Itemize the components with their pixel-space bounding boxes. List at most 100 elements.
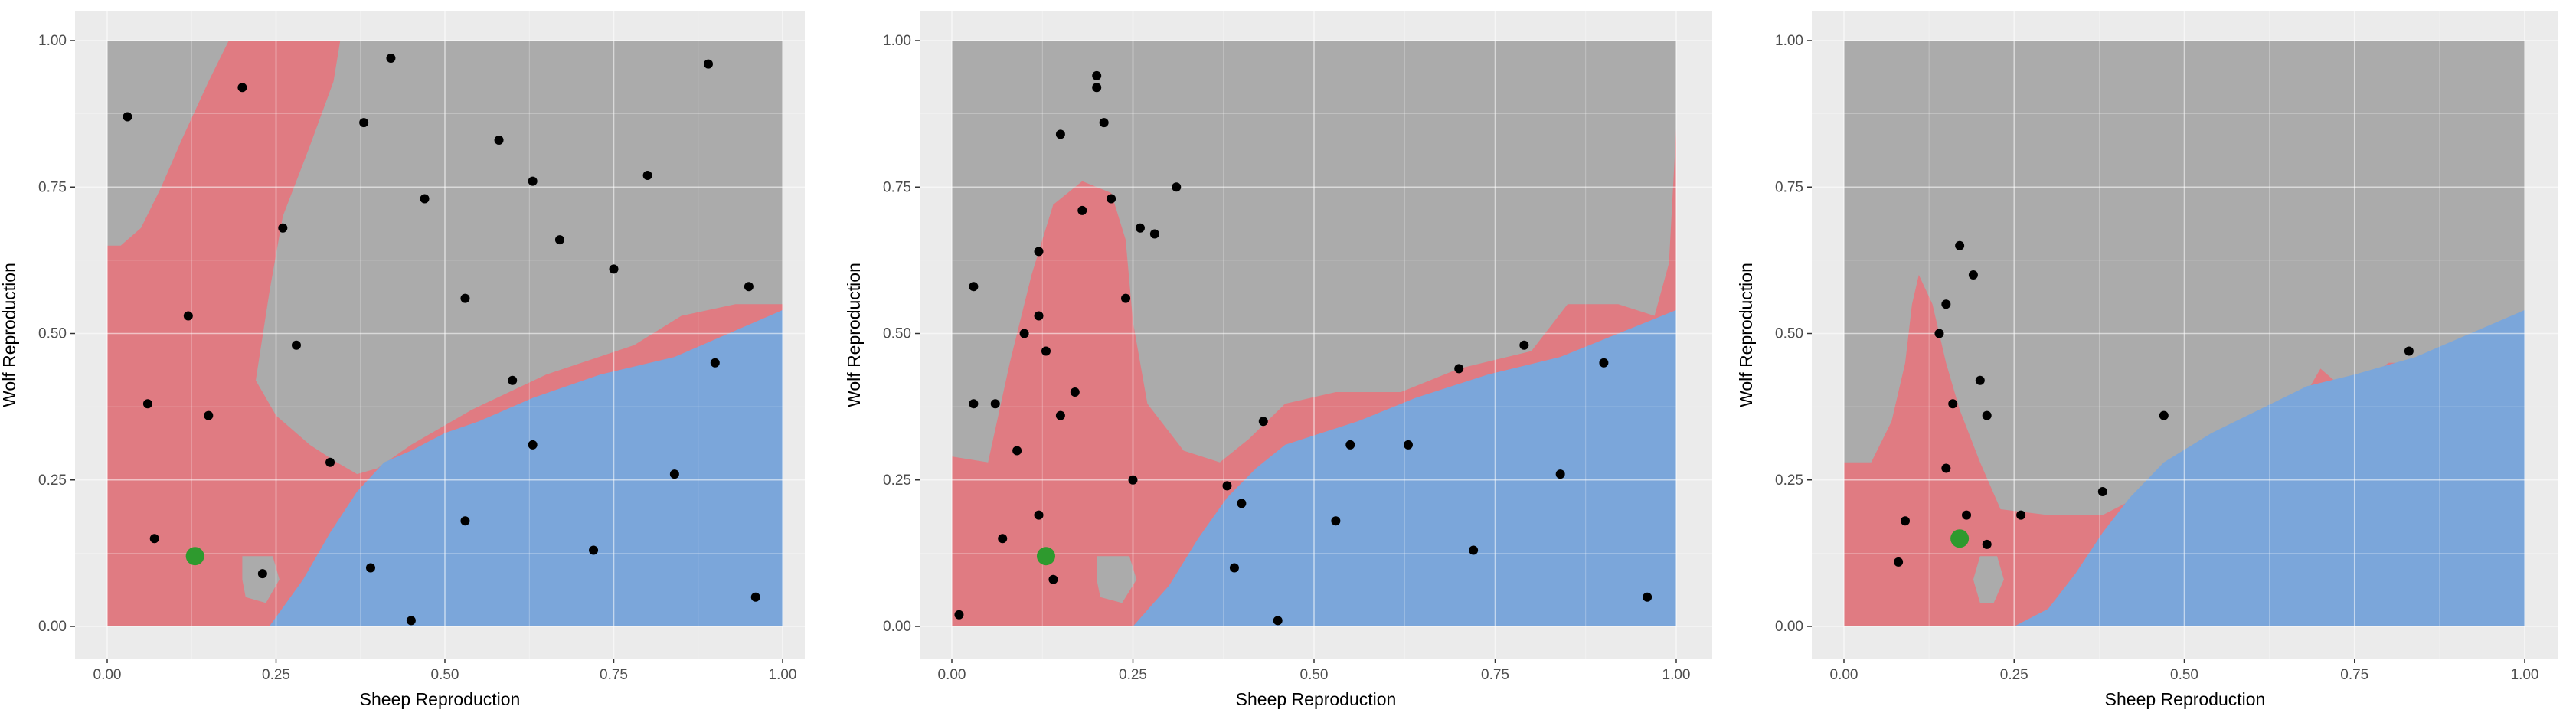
y-tick-label-1: 0.25: [38, 472, 67, 489]
data-point-7: [1077, 205, 1087, 215]
axis-ticks: 0.00 0.25 0.50 0.75 1.00 0.00 0.25 0.50 0.75 1.00: [38, 33, 796, 683]
x-tick-label-4: 1.00: [2511, 667, 2539, 683]
y-tick-label-3: 0.75: [1775, 179, 1803, 195]
data-point-8: [1135, 223, 1145, 233]
axis-ticks: 0.00 0.25 0.50 0.75 1.00 0.00 0.25 0.50 0.75 1.00: [883, 33, 1690, 683]
data-point-3: [386, 53, 396, 63]
data-point-5: [1172, 182, 1182, 192]
data-point-10: [1034, 247, 1044, 257]
y-axis-title: Wolf Reproduction: [1736, 263, 1756, 407]
data-point-20: [969, 399, 979, 409]
data-point-19: [1070, 387, 1080, 397]
y-axis-title: Wolf Reproduction: [0, 263, 19, 407]
data-point-23: [1258, 417, 1268, 427]
data-point-27: [365, 563, 375, 573]
region-gray-patch-1: [1973, 556, 2004, 603]
data-point-14: [1019, 329, 1029, 338]
data-points: [1894, 240, 2414, 567]
y-tick-label-4: 1.00: [883, 33, 911, 49]
region-blue: [1133, 309, 1676, 626]
y-tick-label-0: 0.00: [883, 619, 911, 635]
y-tick-label-1: 0.25: [883, 472, 911, 489]
data-point-35: [1229, 563, 1239, 573]
y-tick-label-2: 0.50: [883, 326, 911, 342]
data-point-6: [1107, 194, 1116, 204]
data-point-3: [1941, 299, 1951, 309]
data-point-11: [969, 282, 979, 292]
data-point-2: [1092, 83, 1102, 93]
x-tick-label-0: 0.00: [1830, 667, 1858, 683]
data-point-9: [1149, 229, 1159, 239]
y-axis-title: Wolf Reproduction: [844, 263, 864, 407]
data-point-12: [2016, 510, 2026, 520]
data-point-14: [460, 293, 470, 303]
data-point-4: [359, 118, 369, 128]
data-point-38: [954, 610, 964, 620]
y-tick-label-3: 0.75: [38, 179, 67, 195]
data-point-13: [1034, 311, 1044, 321]
x-tick-label-2: 0.50: [431, 667, 459, 683]
data-point-29: [750, 592, 760, 602]
region-gray-patch-1: [107, 41, 229, 246]
x-axis-title: Sheep Reproduction: [1236, 689, 1397, 709]
data-point-10: [2404, 346, 2414, 356]
chart-panel-2: 0.00 0.25 0.50 0.75 1.00 0.00 0.25 0.50 0.75 1.00…: [844, 11, 1712, 709]
data-point-22: [1055, 410, 1065, 420]
data-point-21: [528, 440, 538, 450]
data-point-24: [1345, 440, 1355, 450]
data-point-31: [1034, 510, 1044, 520]
region-gray-patch-3: [776, 87, 783, 275]
data-point-8: [642, 170, 652, 180]
data-point-5: [703, 59, 713, 69]
x-tick-label-4: 1.00: [769, 667, 797, 683]
highlight-point: [1950, 529, 1970, 548]
data-point-16: [1454, 364, 1464, 374]
data-point-26: [589, 545, 599, 555]
data-point-17: [1519, 340, 1529, 350]
data-point-15: [183, 311, 193, 321]
data-point-17: [710, 358, 720, 368]
data-point-26: [1012, 446, 1022, 456]
data-point-21: [990, 399, 1000, 409]
data-point-28: [1128, 475, 1138, 485]
data-point-28: [257, 569, 267, 579]
x-tick-label-3: 0.75: [600, 667, 628, 683]
data-point-4: [1934, 329, 1944, 338]
y-tick-label-3: 0.75: [883, 179, 911, 195]
data-point-6: [494, 136, 504, 145]
data-point-19: [142, 399, 152, 409]
data-point-10: [278, 223, 288, 233]
data-points: [954, 70, 1652, 626]
data-point-25: [1403, 440, 1413, 450]
data-point-2: [1968, 270, 1978, 280]
data-point-36: [1048, 574, 1058, 584]
data-point-4: [1055, 129, 1065, 139]
region-gray-patch-1: [1097, 556, 1137, 603]
data-point-8: [1941, 463, 1951, 473]
x-axis-title: Sheep Reproduction: [360, 689, 521, 709]
data-point-15: [1041, 346, 1051, 356]
data-point-11: [2097, 487, 2107, 497]
data-point-9: [2159, 410, 2169, 420]
y-tick-label-4: 1.00: [1775, 33, 1803, 49]
data-point-24: [460, 516, 470, 526]
data-point-13: [1962, 510, 1972, 520]
data-point-32: [1331, 516, 1341, 526]
region-gray-patch-2: [242, 556, 280, 603]
data-point-1: [1955, 240, 1965, 250]
data-point-22: [325, 457, 335, 467]
y-tick-label-2: 0.50: [1775, 326, 1803, 342]
y-tick-label-2: 0.50: [38, 326, 67, 342]
data-point-7: [1982, 410, 1992, 420]
data-point-14: [1901, 516, 1911, 526]
x-tick-label-2: 0.50: [1300, 667, 1329, 683]
data-point-33: [998, 534, 1008, 544]
data-point-30: [1237, 499, 1247, 508]
data-point-11: [554, 235, 564, 245]
data-point-18: [1599, 358, 1609, 368]
y-tick-label-1: 0.25: [1775, 472, 1803, 489]
gridlines: [75, 11, 805, 659]
data-point-12: [1121, 293, 1131, 303]
data-point-5: [1975, 375, 1985, 385]
